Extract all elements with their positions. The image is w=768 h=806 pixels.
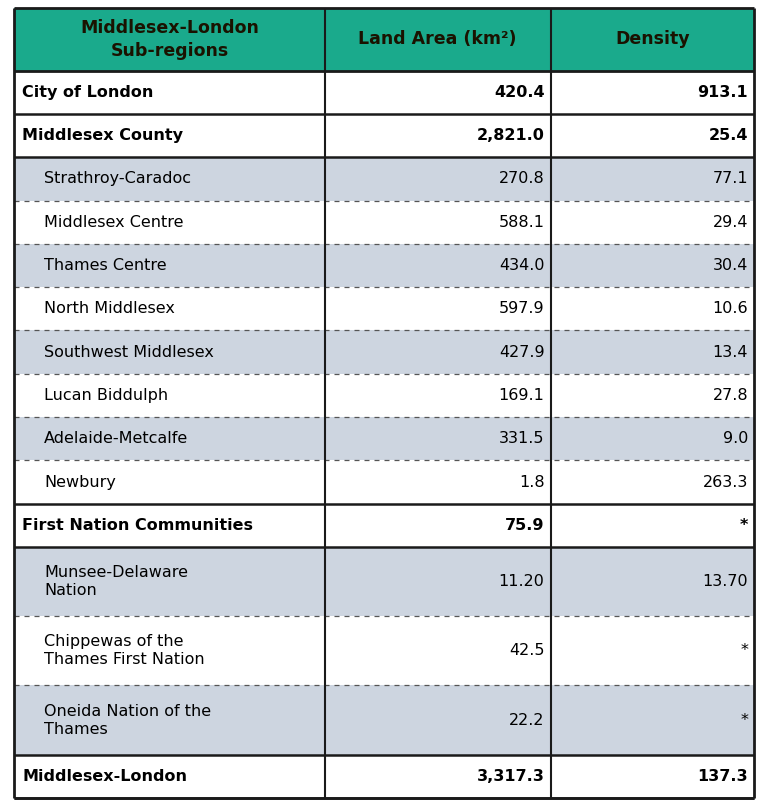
Text: Oneida Nation of the
Thames: Oneida Nation of the Thames — [44, 704, 211, 737]
Bar — [14, 374, 754, 417]
Text: 331.5: 331.5 — [499, 431, 545, 447]
Text: Strathroy-Caradoc: Strathroy-Caradoc — [44, 172, 191, 186]
Text: 77.1: 77.1 — [713, 172, 748, 186]
Text: 13.70: 13.70 — [703, 574, 748, 589]
Text: Middlesex County: Middlesex County — [22, 128, 183, 143]
Text: 30.4: 30.4 — [713, 258, 748, 273]
Text: *: * — [740, 713, 748, 728]
Text: Newbury: Newbury — [44, 475, 116, 489]
Text: 270.8: 270.8 — [498, 172, 545, 186]
Text: *: * — [740, 643, 748, 659]
Text: 263.3: 263.3 — [703, 475, 748, 489]
Text: 10.6: 10.6 — [713, 301, 748, 316]
Text: 2,821.0: 2,821.0 — [477, 128, 545, 143]
Bar — [14, 685, 754, 754]
Bar — [14, 504, 754, 547]
Text: *: * — [740, 517, 748, 533]
Text: 169.1: 169.1 — [498, 388, 545, 403]
Text: Lucan Biddulph: Lucan Biddulph — [44, 388, 168, 403]
Text: 27.8: 27.8 — [713, 388, 748, 403]
Text: 137.3: 137.3 — [697, 769, 748, 784]
Text: 29.4: 29.4 — [713, 214, 748, 230]
Text: 1.8: 1.8 — [519, 475, 545, 489]
Text: 427.9: 427.9 — [499, 345, 545, 359]
Text: Chippewas of the
Thames First Nation: Chippewas of the Thames First Nation — [44, 634, 204, 667]
Text: Land Area (km²): Land Area (km²) — [359, 31, 517, 48]
Text: Middlesex-London: Middlesex-London — [22, 769, 187, 784]
Text: 11.20: 11.20 — [498, 574, 545, 589]
Text: Middlesex-London
Sub-regions: Middlesex-London Sub-regions — [80, 19, 259, 60]
Bar — [14, 8, 754, 71]
Text: 588.1: 588.1 — [498, 214, 545, 230]
Bar — [14, 754, 754, 798]
Text: Thames Centre: Thames Centre — [44, 258, 167, 273]
Text: Middlesex Centre: Middlesex Centre — [44, 214, 184, 230]
Bar — [14, 157, 754, 201]
Text: Southwest Middlesex: Southwest Middlesex — [44, 345, 214, 359]
Text: Munsee-Delaware
Nation: Munsee-Delaware Nation — [44, 565, 188, 598]
Text: 420.4: 420.4 — [494, 85, 545, 100]
Bar — [14, 114, 754, 157]
Text: 9.0: 9.0 — [723, 431, 748, 447]
Bar — [14, 417, 754, 460]
Text: 25.4: 25.4 — [709, 128, 748, 143]
Text: 597.9: 597.9 — [499, 301, 545, 316]
Bar — [14, 244, 754, 287]
Bar — [14, 617, 754, 685]
Text: City of London: City of London — [22, 85, 154, 100]
Text: 913.1: 913.1 — [697, 85, 748, 100]
Bar — [14, 460, 754, 504]
Text: 13.4: 13.4 — [713, 345, 748, 359]
Bar — [14, 287, 754, 330]
Text: 42.5: 42.5 — [509, 643, 545, 659]
Text: 75.9: 75.9 — [505, 517, 545, 533]
Bar — [14, 547, 754, 617]
Text: 22.2: 22.2 — [509, 713, 545, 728]
Text: Adelaide-Metcalfe: Adelaide-Metcalfe — [44, 431, 188, 447]
Text: 3,317.3: 3,317.3 — [477, 769, 545, 784]
Text: North Middlesex: North Middlesex — [44, 301, 175, 316]
Bar — [14, 201, 754, 244]
Text: Density: Density — [615, 31, 690, 48]
Bar — [14, 71, 754, 114]
Bar — [14, 330, 754, 374]
Text: First Nation Communities: First Nation Communities — [22, 517, 253, 533]
Text: 434.0: 434.0 — [499, 258, 545, 273]
